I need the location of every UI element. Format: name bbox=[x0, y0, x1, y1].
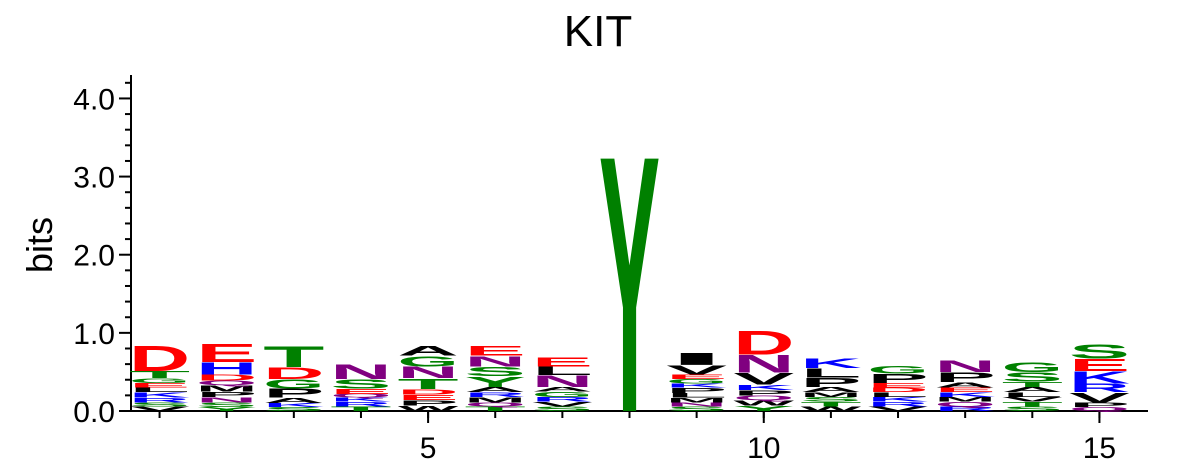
svg-text:E: E bbox=[196, 339, 257, 368]
svg-text:T: T bbox=[263, 341, 324, 374]
y-tick-label: 1.0 bbox=[73, 318, 115, 351]
svg-text:G: G bbox=[867, 364, 928, 376]
svg-text:A: A bbox=[398, 343, 459, 359]
logo-letter-E: E bbox=[196, 339, 257, 368]
x-tick-label: 15 bbox=[1083, 432, 1116, 465]
svg-text:K: K bbox=[800, 355, 861, 371]
svg-text:D: D bbox=[129, 339, 190, 379]
y-tick-label: 2.0 bbox=[73, 240, 115, 273]
logo-letter-E: E bbox=[465, 343, 526, 359]
logo-letter-D: D bbox=[129, 339, 190, 379]
svg-text:E: E bbox=[532, 355, 593, 370]
logo-letter-I: I bbox=[666, 349, 727, 368]
svg-text:S: S bbox=[1069, 340, 1130, 363]
logo-letter-E: E bbox=[532, 355, 593, 370]
chart-title: KIT bbox=[564, 7, 632, 56]
svg-text:Y: Y bbox=[599, 79, 660, 471]
logo-letter-D: D bbox=[733, 323, 794, 362]
logo-letter-K: K bbox=[800, 355, 861, 371]
logo-letter-G: G bbox=[1002, 359, 1063, 375]
logo-letter-S: S bbox=[1069, 340, 1130, 363]
logo-letter-N: N bbox=[935, 357, 996, 375]
logo-letter-G: G bbox=[867, 364, 928, 376]
logo-letter-N: N bbox=[330, 360, 391, 384]
svg-text:N: N bbox=[330, 360, 391, 384]
logo-letter-T: T bbox=[263, 341, 324, 374]
y-tick-label: 3.0 bbox=[73, 162, 115, 195]
svg-text:E: E bbox=[465, 343, 526, 359]
svg-text:I: I bbox=[666, 349, 727, 368]
logo-letter-A: A bbox=[398, 343, 459, 359]
svg-text:G: G bbox=[1002, 359, 1063, 375]
y-axis-label: bits bbox=[19, 217, 60, 273]
svg-text:D: D bbox=[733, 323, 794, 362]
svg-text:N: N bbox=[935, 357, 996, 375]
y-tick-label: 4.0 bbox=[73, 83, 115, 116]
logo-letter-Y: Y bbox=[599, 79, 660, 471]
logo-glyphs: VSRKLEGTDYSNPMQDHESKAPGDTTRKQESNWPEDTNGA… bbox=[129, 79, 1130, 471]
x-tick-label: 5 bbox=[420, 432, 437, 465]
x-tick-label: 10 bbox=[747, 432, 780, 465]
y-tick-label: 0.0 bbox=[73, 396, 115, 429]
